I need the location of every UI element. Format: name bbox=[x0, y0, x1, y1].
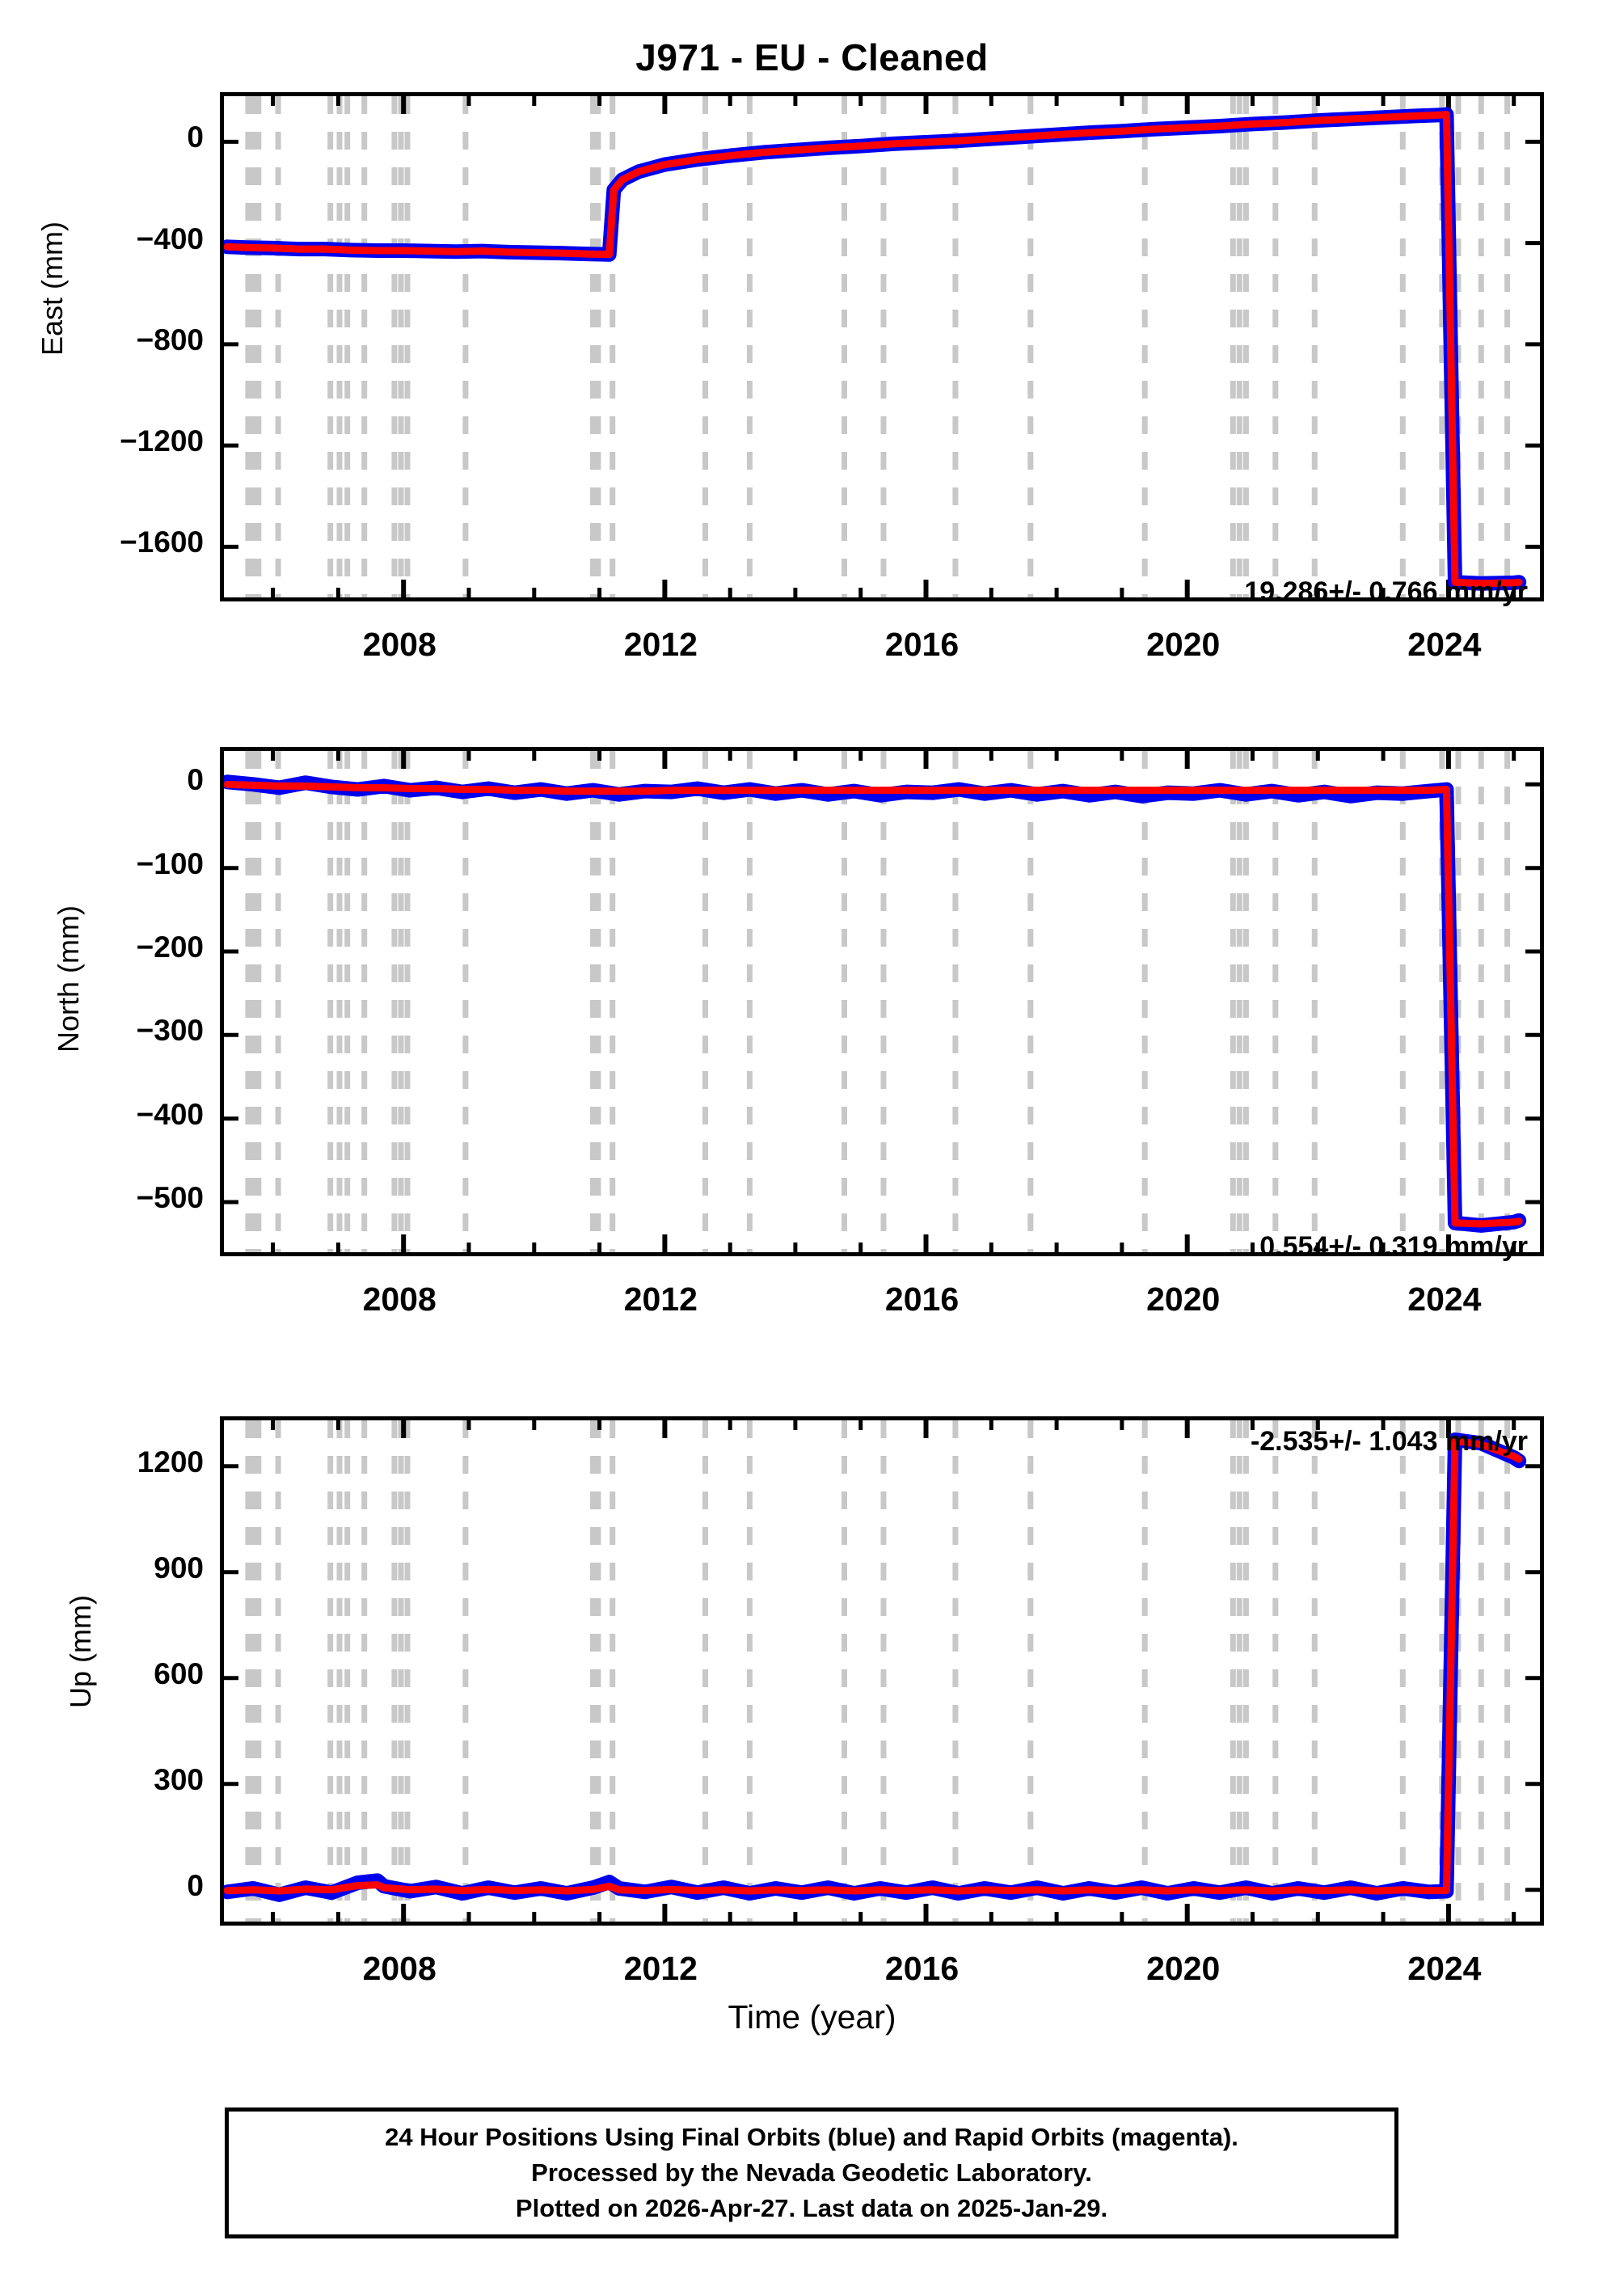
up-xtick-label: 2020 bbox=[1146, 1950, 1221, 1987]
up-ytick-label: 1200 bbox=[137, 1445, 204, 1479]
up-xtick-label: 2024 bbox=[1407, 1950, 1482, 1987]
north-ytick-label: −100 bbox=[136, 846, 204, 880]
north-canvas bbox=[224, 751, 1540, 1252]
panel-up: Up (mm) -2.535+/- 1.043 mm/yr 1200 900 600… bbox=[64, 1416, 1544, 1987]
east-ytick-label: −400 bbox=[136, 222, 204, 255]
caption-line-2: Processed by the Nevada Geodetic Laborat… bbox=[531, 2158, 1092, 2187]
east-ytick-label: −1200 bbox=[120, 424, 204, 458]
up-xtick-label: 2008 bbox=[362, 1950, 437, 1987]
north-ytick-label: −400 bbox=[136, 1097, 204, 1131]
panel-north: North (mm) 0.554+/- 0.319 mm/yr 0 −100 −20… bbox=[52, 747, 1544, 1318]
east-xtick-label: 2016 bbox=[884, 626, 960, 663]
east-xtick-label: 2024 bbox=[1407, 626, 1482, 663]
up-xtick-marks bbox=[271, 1420, 1516, 1922]
up-xtick-label: 2012 bbox=[623, 1950, 698, 1987]
up-canvas bbox=[224, 1420, 1540, 1922]
north-ytick-label: −500 bbox=[136, 1181, 204, 1214]
series-final-orbits bbox=[224, 1432, 1527, 1902]
north-xtick-marks bbox=[271, 751, 1516, 1252]
series-rapid-orbits bbox=[224, 1437, 1523, 1895]
north-data bbox=[224, 774, 1527, 1233]
up-ytick-label: 600 bbox=[154, 1656, 204, 1690]
up-xtick-label: 2016 bbox=[884, 1950, 960, 1987]
plot-area-north[interactable] bbox=[220, 747, 1544, 1256]
rate-annotation-north: 0.554+/- 0.319 mm/yr bbox=[1259, 1231, 1528, 1262]
series-rapid-orbits bbox=[224, 111, 1523, 588]
east-xtick-label: 2020 bbox=[1146, 626, 1221, 663]
rate-annotation-up: -2.535+/- 1.043 mm/yr bbox=[1250, 1426, 1528, 1457]
up-data bbox=[224, 1432, 1527, 1902]
north-offset-markers bbox=[245, 751, 1511, 1252]
caption-line-1: 24 Hour Positions Using Final Orbits (bl… bbox=[385, 2122, 1238, 2151]
east-ytick-marks bbox=[224, 139, 1540, 549]
page-title: J971 - EU - Cleaned bbox=[635, 36, 989, 78]
east-ytick-label: −800 bbox=[136, 323, 204, 357]
figure-caption-box: 24 Hour Positions Using Final Orbits (bl… bbox=[225, 2107, 1398, 2238]
east-offset-markers bbox=[245, 96, 1511, 597]
up-ytick-label: 0 bbox=[187, 1868, 204, 1902]
up-ytick-label: 900 bbox=[154, 1551, 204, 1584]
rate-annotation-east: 19.286+/- 0.766 mm/yr bbox=[1244, 576, 1528, 607]
axis-label-time: Time (year) bbox=[728, 1998, 896, 2036]
north-xtick-label: 2016 bbox=[884, 1281, 960, 1318]
up-offset-markers bbox=[245, 1420, 1511, 1922]
north-xtick-label: 2012 bbox=[623, 1281, 698, 1318]
up-ytick-label: 300 bbox=[154, 1762, 204, 1796]
north-ytick-label: 0 bbox=[187, 763, 204, 797]
east-ytick-label: 0 bbox=[187, 120, 204, 154]
east-xtick-label: 2012 bbox=[623, 626, 698, 663]
east-data bbox=[224, 107, 1527, 591]
east-xtick-marks bbox=[271, 96, 1516, 597]
east-xtick-label: 2008 bbox=[362, 626, 437, 663]
north-xtick-label: 2020 bbox=[1146, 1281, 1221, 1318]
plot-area-east[interactable] bbox=[220, 92, 1544, 601]
north-xtick-label: 2024 bbox=[1407, 1281, 1482, 1318]
east-canvas bbox=[224, 96, 1540, 597]
east-ytick-label: −1600 bbox=[120, 525, 204, 559]
caption-line-3: Plotted on 2026-Apr-27. Last data on 202… bbox=[515, 2194, 1108, 2222]
north-xtick-label: 2008 bbox=[362, 1281, 437, 1318]
plot-area-up[interactable] bbox=[220, 1416, 1544, 1926]
north-ytick-label: −300 bbox=[136, 1014, 204, 1048]
series-rapid-orbits bbox=[224, 780, 1523, 1228]
north-ytick-label: −200 bbox=[136, 930, 204, 964]
panel-east: East (mm) 19.286+/- 0.766 mm/yr 0 −400 −80… bbox=[0, 0, 1624, 663]
